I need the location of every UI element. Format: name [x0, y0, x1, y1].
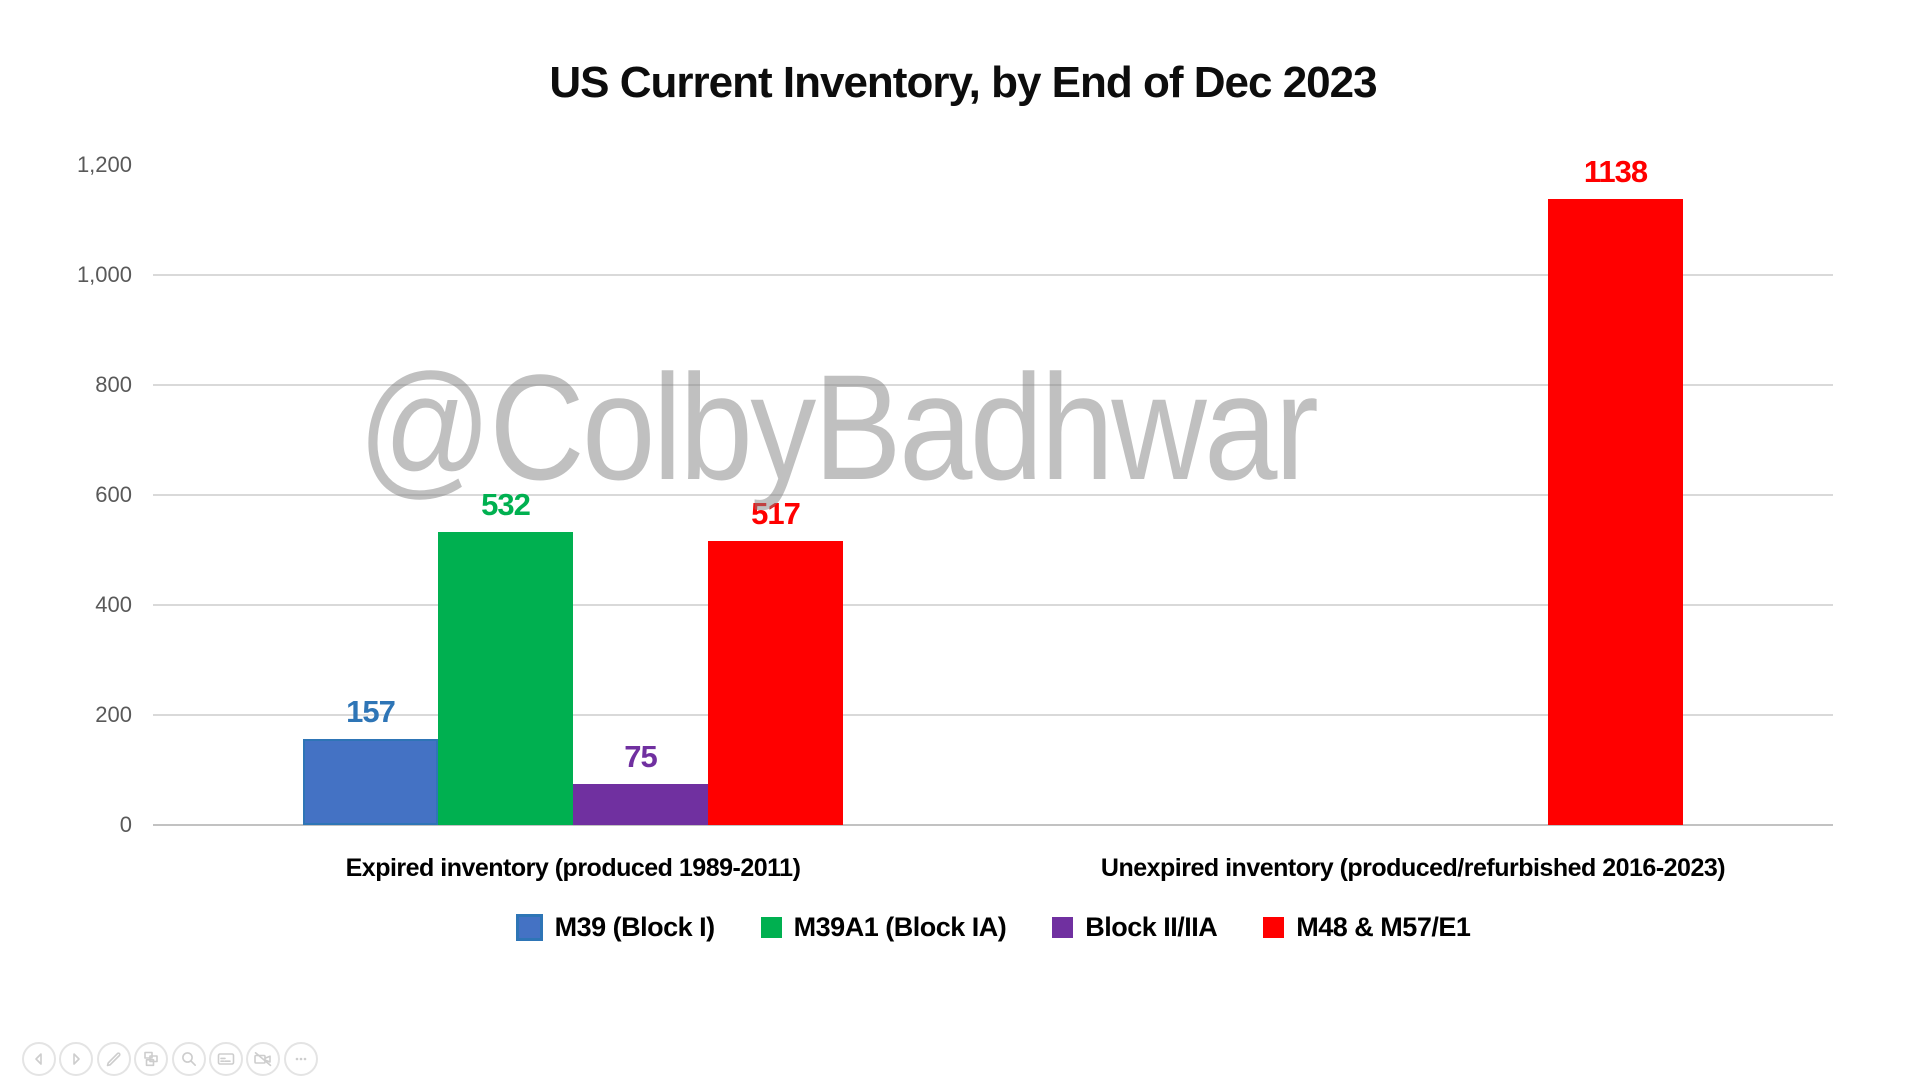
- category-label-unexpired: Unexpired inventory (produced/refurbishe…: [1100, 854, 1726, 882]
- bar-value-label: 532: [481, 487, 531, 522]
- slides-grid-icon: [139, 1047, 163, 1071]
- next-slide-button[interactable]: [59, 1042, 94, 1076]
- legend-label: Block II/IIA: [1085, 912, 1218, 942]
- ellipsis-icon: [289, 1047, 313, 1071]
- bar-block-ii-iia: [573, 784, 708, 825]
- bar-value-label: 157: [346, 694, 396, 729]
- y-axis-tick-label: 1,000: [76, 262, 132, 287]
- gridline: [153, 604, 1833, 606]
- chart-legend: M39 (Block I) M39A1 (Block IA) Block II/II…: [153, 912, 1833, 943]
- chevron-left-icon: [27, 1047, 51, 1071]
- gridline: [153, 714, 1833, 716]
- magnifier-icon: [177, 1047, 201, 1071]
- legend-item: M39 (Block I): [515, 912, 716, 943]
- captions-icon: [214, 1047, 238, 1071]
- bar-value-label: 75: [624, 739, 657, 774]
- legend-item: M48 & M57/E1: [1263, 912, 1471, 943]
- more-options-button[interactable]: [283, 1042, 318, 1076]
- gridline: [153, 824, 1833, 826]
- y-axis-tick-label: 400: [95, 592, 132, 617]
- pen-icon: [102, 1047, 126, 1071]
- see-all-slides-button[interactable]: [134, 1042, 169, 1076]
- bar-m48-m57-e1: [1548, 199, 1683, 825]
- chevron-right-icon: [64, 1047, 88, 1071]
- bar-value-label: 1138: [1583, 154, 1648, 189]
- category-label-expired: Expired inventory (produced 1989-2011): [345, 854, 801, 882]
- gridline: [153, 494, 1833, 496]
- y-axis-tick-label: 1,200: [76, 152, 132, 177]
- gridline: [153, 384, 1833, 386]
- camera-off-button[interactable]: [246, 1042, 281, 1076]
- y-axis-tick-label: 0: [119, 812, 132, 837]
- bar-m39a1-block-ia-: [438, 532, 573, 825]
- y-axis-tick-label: 600: [95, 482, 132, 507]
- legend-swatch: [515, 914, 543, 941]
- watermark-text: @ColbyBadhwar: [358, 343, 1319, 511]
- legend-label: M48 & M57/E1: [1296, 912, 1471, 942]
- pen-button[interactable]: [96, 1042, 131, 1076]
- legend-label: M39A1 (Block IA): [793, 912, 1007, 942]
- legend-swatch: [1052, 917, 1074, 938]
- camera-off-icon: [251, 1047, 275, 1071]
- y-axis-tick-label: 800: [95, 372, 132, 397]
- legend-item: Block II/IIA: [1052, 912, 1218, 943]
- y-axis-tick-label: 200: [95, 702, 132, 727]
- legend-item: M39A1 (Block IA): [760, 912, 1007, 943]
- bar-value-label: 517: [751, 496, 801, 531]
- slideshow-toolbar: [0, 1042, 400, 1078]
- captions-button[interactable]: [209, 1042, 243, 1076]
- bar-m39-block-i-: [303, 739, 438, 825]
- chart-title: US Current Inventory, by End of Dec 2023: [549, 58, 1377, 107]
- legend-swatch: [1263, 917, 1285, 938]
- legend-swatch: [760, 917, 782, 938]
- previous-slide-button[interactable]: [22, 1042, 56, 1076]
- zoom-button[interactable]: [171, 1042, 206, 1076]
- bar-m48-m57-e1: [708, 541, 843, 825]
- legend-label: M39 (Block I): [554, 912, 716, 942]
- gridline: [153, 274, 1833, 276]
